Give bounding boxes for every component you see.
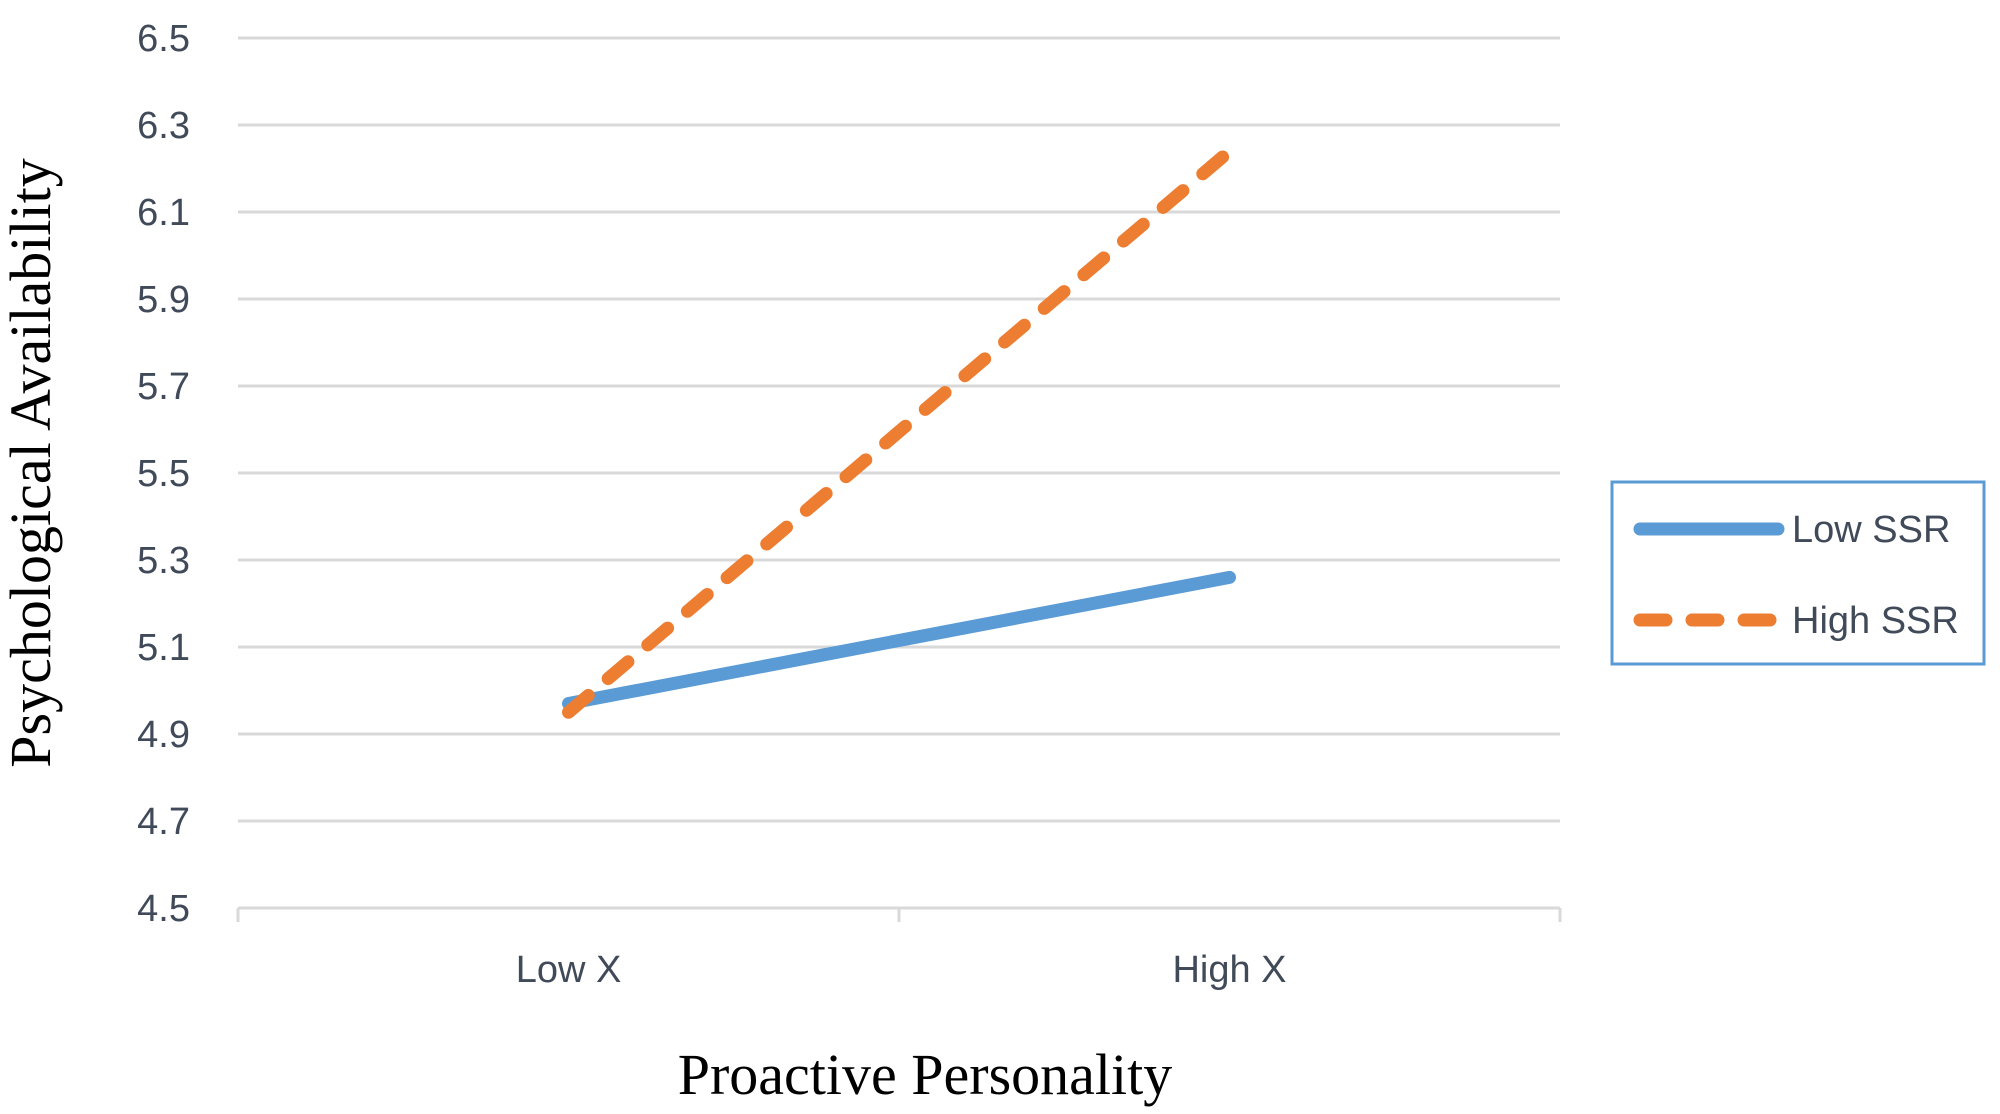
y-tick-label: 5.7: [137, 366, 190, 408]
legend-label: High SSR: [1792, 600, 1959, 642]
y-tick-label: 5.3: [137, 540, 190, 582]
data-point: [568, 711, 570, 713]
series-lines: [562, 144, 1236, 719]
series-line-low-ssr: [562, 570, 1236, 711]
y-tick-label: 5.9: [137, 279, 190, 321]
y-tick-label: 6.5: [137, 18, 190, 60]
y-tick-label: 4.5: [137, 888, 190, 930]
legend-box: [1610, 480, 1986, 666]
y-tick-label: 4.7: [137, 801, 190, 843]
y-tick-label: 4.9: [137, 714, 190, 756]
y-axis-title: Psychological Availability: [0, 158, 63, 767]
data-point: [1229, 150, 1231, 152]
y-tick-label: 6.1: [137, 192, 190, 234]
data-point: [1229, 576, 1231, 578]
x-tick-label: High X: [1172, 949, 1286, 991]
legend: Low SSR High SSR: [1610, 480, 1986, 666]
x-axis-title: Proactive Personality: [678, 1042, 1173, 1107]
series-line-high-ssr: [562, 144, 1236, 719]
y-tick-label: 6.3: [137, 105, 190, 147]
legend-label: Low SSR: [1792, 509, 1950, 551]
y-axis-ticks: 4.5 4.7 4.9 5.1 5.3 5.5 5.7 5.9 6.1 6.3 6.5: [137, 18, 190, 930]
x-axis: Low X High X: [236, 906, 1562, 991]
gridlines: [238, 36, 1560, 823]
x-tick-label: Low X: [516, 949, 622, 991]
y-tick-label: 5.1: [137, 627, 190, 669]
y-tick-label: 5.5: [137, 453, 190, 495]
